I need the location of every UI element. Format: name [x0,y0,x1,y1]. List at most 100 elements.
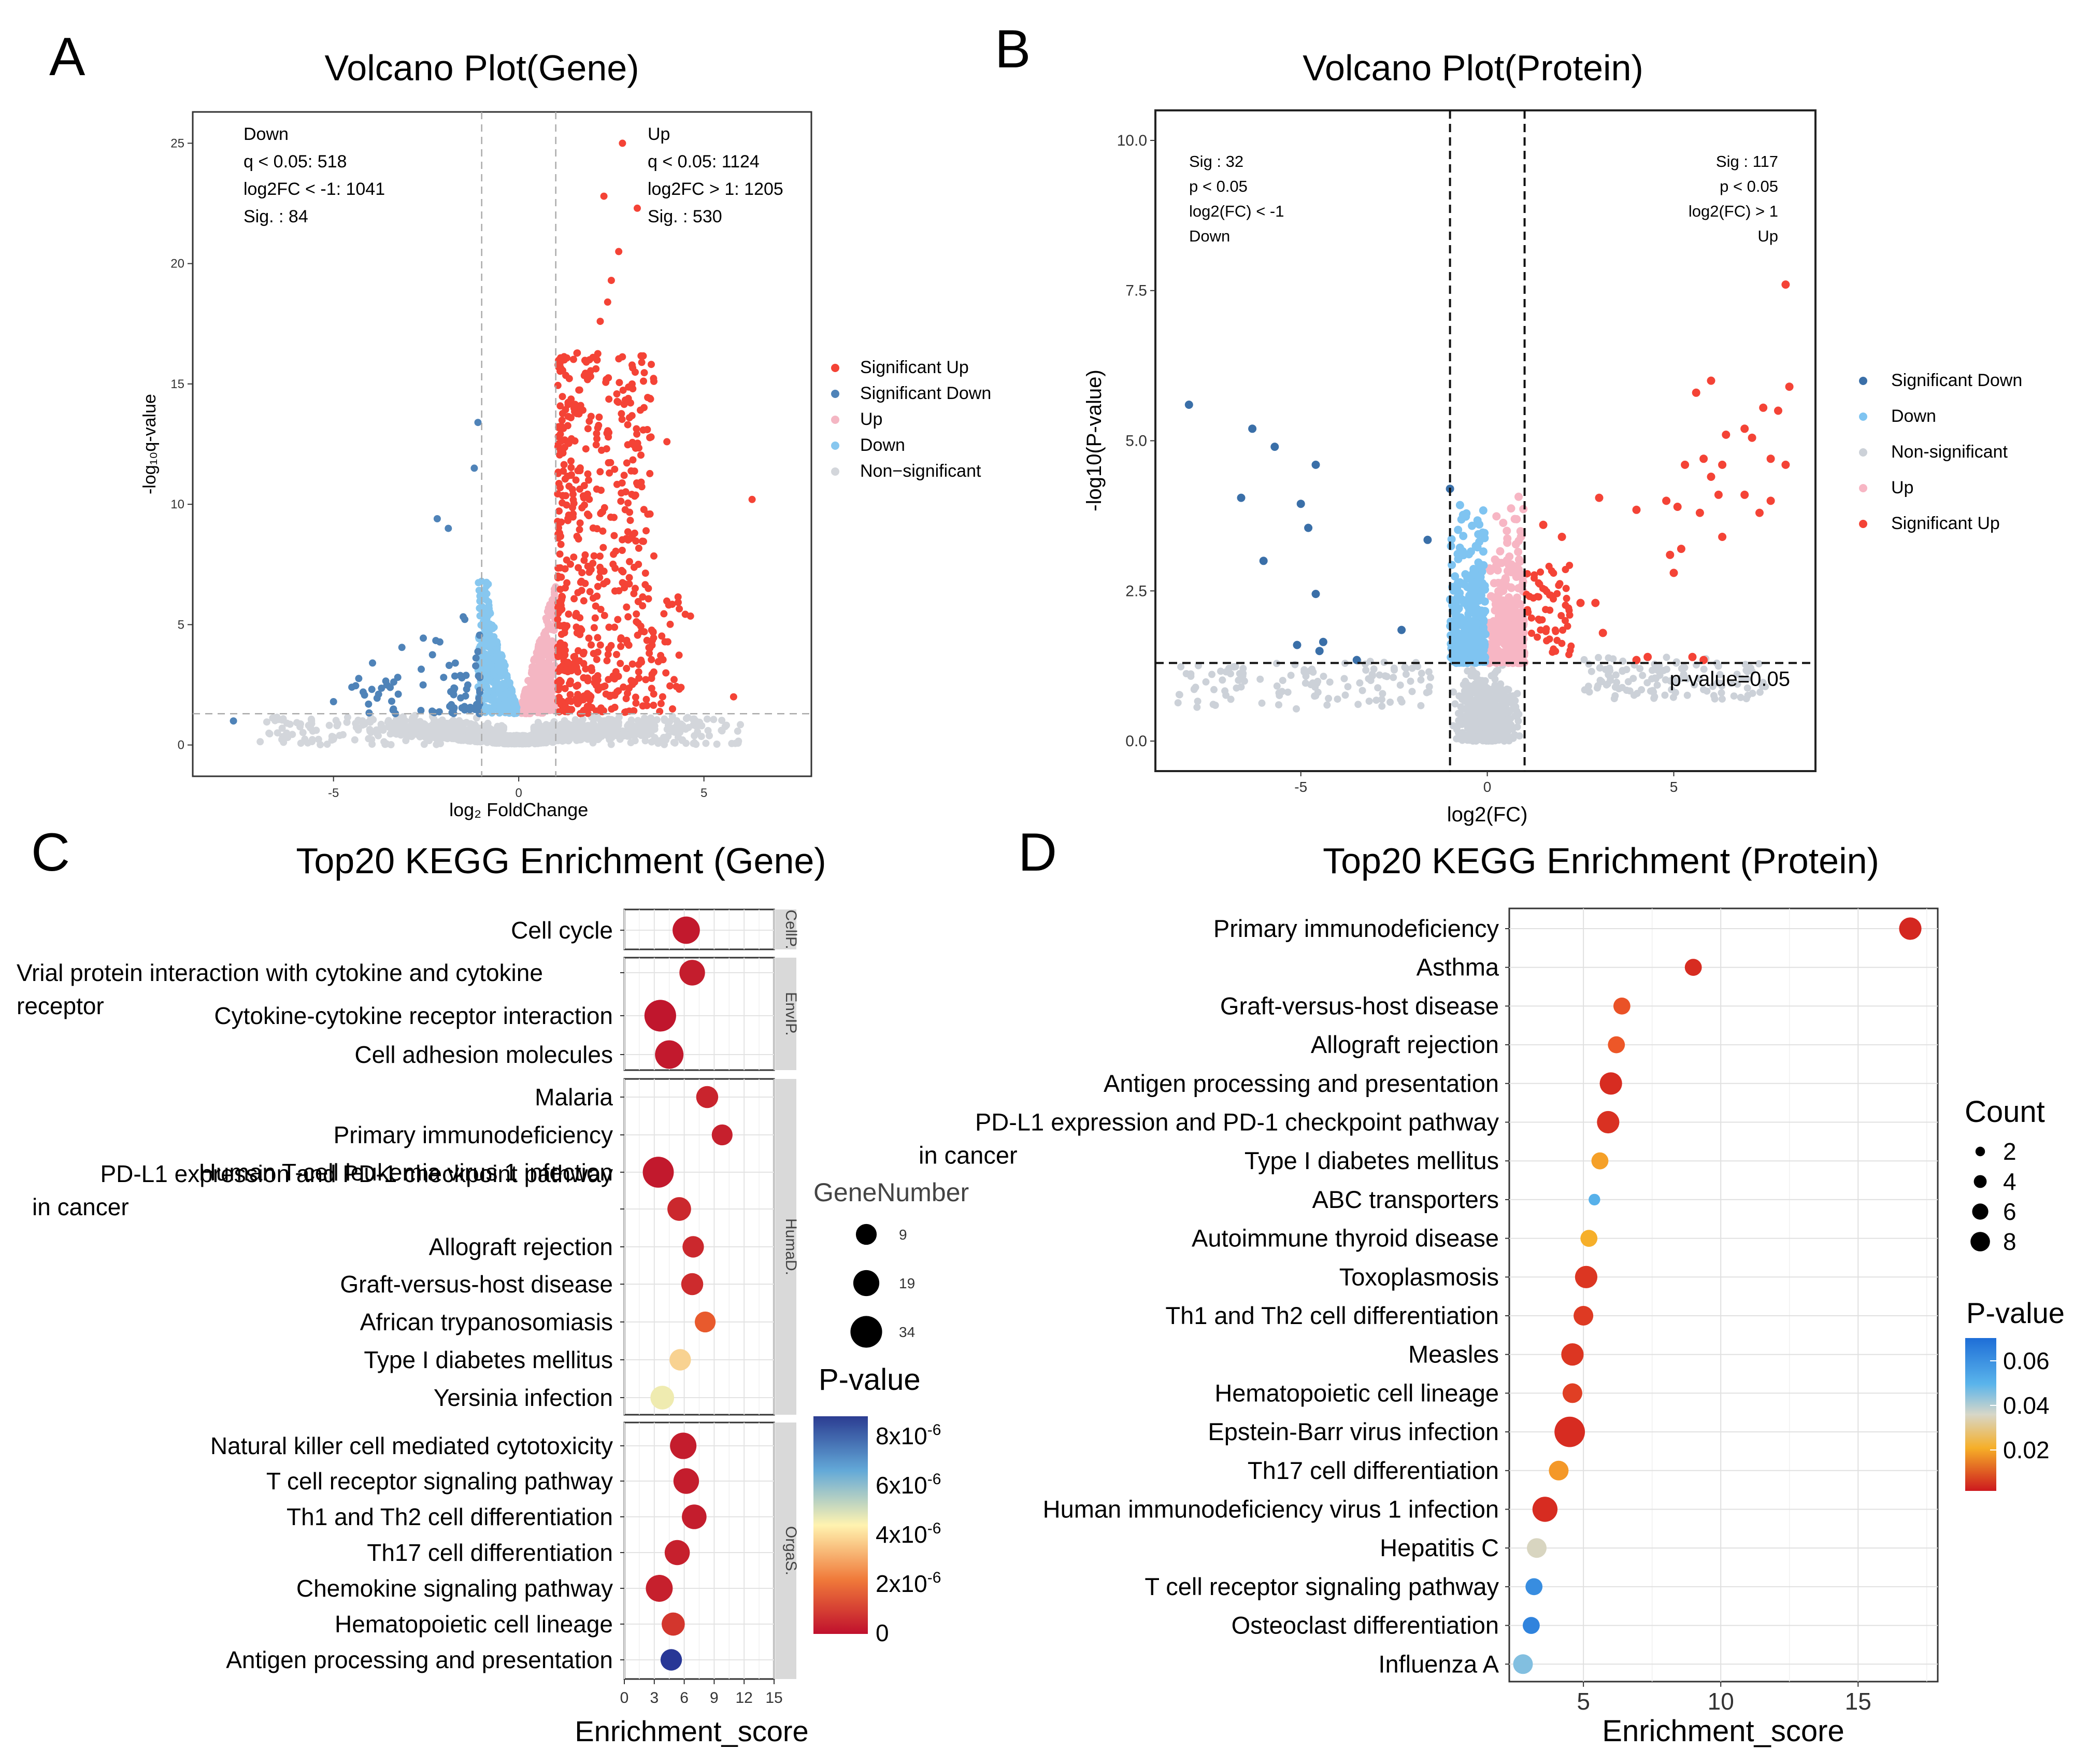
nonsignificant-point [1615,685,1623,692]
nonsignificant-point [577,718,584,726]
significant-up-point [572,612,580,620]
up-point [1503,527,1511,535]
significant-up-point [619,387,627,394]
x-tick-label: 5 [700,786,707,800]
legend-label: Significant Up [1891,514,2000,533]
significant-down-point [440,674,448,681]
significant-up-point [650,377,657,385]
enrichment-dot [655,1040,684,1069]
significant-up-point [568,706,576,714]
significant-up-point [567,677,574,685]
up-point [1490,579,1498,588]
down-point [490,692,498,700]
nonsignificant-point [651,725,659,733]
panel-letter: B [995,19,1031,79]
nonsignificant-point [1256,675,1264,683]
significant-up-point [615,355,623,363]
nonsignificant-point [1320,673,1327,680]
nonsignificant-point [1661,691,1669,699]
x-tick-label: 5 [1670,779,1678,795]
nonsignificant-point [1182,670,1190,677]
significant-down-point [470,464,478,472]
significant-up-point [605,623,613,631]
panel-c: C Top20 KEGG Enrichment (Gene)CellP.Cell … [17,822,969,1747]
significant-up-point [638,359,646,366]
nonsignificant-point [1465,704,1472,712]
significant-up-point [637,451,645,459]
enrichment-dot [673,1468,699,1494]
enrichment-dot [1591,1152,1609,1170]
x-tick-label: 3 [650,1689,659,1706]
pathway-label: Epstein-Barr virus infection [1208,1418,1499,1445]
enrichment-dot [1575,1265,1598,1288]
nonsignificant-point [359,717,366,724]
pathway-label: Hepatitis C [1380,1534,1499,1561]
down-point [1470,567,1479,576]
up-annotation: log2(FC) > 1 [1689,202,1778,220]
down-point [476,612,484,620]
significant-up-point [642,527,650,535]
enrichment-dot [1525,1578,1543,1596]
y-tick-label: 10 [170,497,184,511]
significant-up-point [1546,635,1553,643]
significant-up-point [573,533,581,540]
nonsignificant-point [1511,731,1519,738]
pathway-label: Graft-versus-host disease [340,1271,613,1298]
color-tick-label: 8x10-6 [876,1421,941,1449]
significant-up-point [660,610,668,618]
x-tick-label: 0 [620,1689,629,1706]
significant-up-point [571,652,579,660]
pathway-label: Measles [1408,1341,1499,1368]
significant-up-point [568,486,576,493]
significant-up-point [559,593,566,601]
points-layer [230,139,756,748]
nonsignificant-point [1629,675,1637,682]
significant-up-point [605,395,613,403]
nonsignificant-point [1341,691,1349,699]
significant-up-point [657,700,665,707]
significant-up-point [560,424,567,432]
significant-up-point [555,507,563,515]
up-point [1492,512,1501,521]
significant-up-point [674,593,682,601]
enrichment-dot [667,1197,691,1221]
up-point [1510,606,1518,615]
x-tick-label: 10 [1708,1688,1734,1715]
significant-up-point [649,628,657,636]
significant-down-point [369,659,376,667]
nonsignificant-point [1358,687,1366,694]
significant-up-point [570,595,578,603]
significant-down-point [472,662,480,670]
x-tick-label: 12 [736,1689,753,1706]
nonsignificant-point [1325,694,1333,702]
up-annotation: log2FC > 1: 1205 [648,179,783,199]
nonsignificant-point [645,725,652,733]
nonsignificant-point [1307,681,1315,689]
nonsignificant-point [1486,717,1494,725]
legend-marker [831,416,839,424]
x-tick-label: 15 [765,1689,782,1706]
pathway-label: African trypanosomiasis [360,1308,613,1335]
up-point [1499,519,1508,527]
legend-title: Count [1965,1095,2045,1129]
significant-up-point [603,578,611,586]
significant-up-point [1707,376,1715,385]
significant-up-point [592,441,600,449]
facet-strip-label: EnvIP. [782,992,799,1036]
significant-up-point [1567,642,1575,650]
up-point [534,645,542,653]
nonsignificant-point [1273,682,1281,690]
legend-marker [831,364,839,372]
down-point [483,582,491,590]
significant-up-point [646,434,654,442]
nonsignificant-point [1408,688,1416,695]
enrichment-dot [646,1575,673,1602]
nonsignificant-point [702,739,710,747]
enrichment-dot [642,1157,674,1188]
nonsignificant-point [510,740,517,747]
nonsignificant-point [1356,679,1364,687]
nonsignificant-point [314,735,322,743]
down-point [1448,561,1456,570]
significant-up-point [643,426,651,433]
pathway-label: Hematopoietic cell lineage [335,1611,613,1638]
